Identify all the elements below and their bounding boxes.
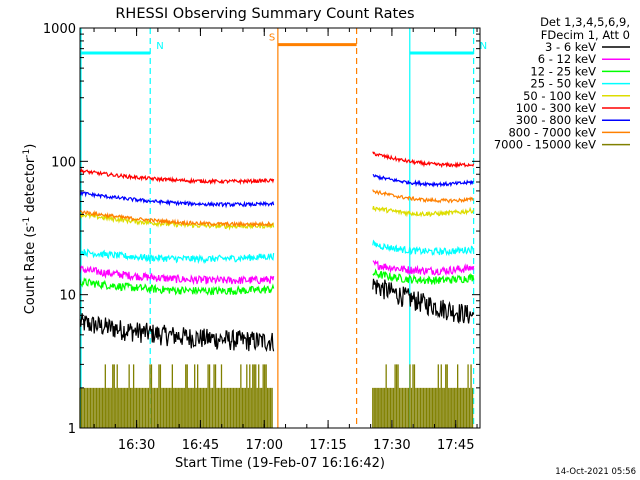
legend-label-100-300-kev: 100 - 300 keV bbox=[516, 101, 596, 115]
x-tick-label-2: 17:00 bbox=[246, 438, 283, 453]
legend-header-line-2: FDecim 1, Att 0 bbox=[541, 28, 630, 42]
series-3-6-kev-pre bbox=[79, 313, 275, 353]
y-axis-label-sup-1: -1 bbox=[22, 217, 32, 226]
series-6-12-kev-pre bbox=[79, 265, 275, 286]
series-300-800-kev-post bbox=[372, 173, 474, 188]
series-7000-15000-kev-segment-0 bbox=[79, 364, 273, 428]
series-12-25-kev-pre bbox=[79, 277, 275, 296]
x-tick-label-3: 17:15 bbox=[309, 438, 346, 453]
y-tick-label-1: 10 bbox=[59, 289, 76, 304]
series-100-300-kev-post bbox=[372, 151, 475, 169]
series-100-300-kev-pre bbox=[79, 167, 275, 186]
series-50-100-kev-post bbox=[372, 205, 475, 218]
annotation-label-s-2: S bbox=[269, 33, 275, 44]
annotation-label-n-1: N bbox=[480, 41, 487, 52]
y-tick-label-3: 1000 bbox=[43, 22, 76, 37]
x-tick-label-0: 16:30 bbox=[118, 438, 155, 453]
legend-label-7000-15000-kev: 7000 - 15000 keV bbox=[494, 138, 596, 152]
series-6-12-kev-post bbox=[372, 259, 475, 277]
y-axis-label-main: Count Rate (s bbox=[23, 226, 38, 315]
legend-label-3-6-kev: 3 - 6 keV bbox=[545, 40, 596, 54]
annotation-label-n-0: N bbox=[156, 41, 163, 52]
series-3-6-kev-post bbox=[372, 278, 475, 325]
series-300-800-kev-pre bbox=[79, 191, 275, 209]
series-25-50-kev-pre bbox=[79, 248, 275, 265]
footer-timestamp: 14-Oct-2021 05:56 bbox=[555, 467, 636, 477]
x-tick-label-1: 16:45 bbox=[182, 438, 219, 453]
y-axis-label-sup-2: -1 bbox=[22, 149, 32, 158]
y-tick-label-0: 1 bbox=[68, 422, 76, 437]
series-800-7000-kev-post bbox=[372, 189, 474, 204]
legend-label-300-800-kev: 300 - 800 keV bbox=[516, 113, 596, 127]
plot-frame bbox=[79, 27, 481, 429]
series-25-50-kev-post bbox=[372, 239, 475, 257]
legend-label-12-25-kev: 12 - 25 keV bbox=[530, 64, 596, 78]
legend-label-50-100-kev: 50 - 100 keV bbox=[523, 89, 596, 103]
y-axis-label-end: ) bbox=[23, 144, 38, 149]
legend: Det 1,3,4,5,6,9, FDecim 1, Att 0 3 - 6 k… bbox=[494, 15, 630, 152]
x-axis-label: Start Time (19-Feb-07 16:16:42) bbox=[175, 456, 385, 471]
y-axis-label: Count Rate (s-1 detector-1) bbox=[22, 144, 38, 315]
legend-label-800-7000-kev: 800 - 7000 keV bbox=[508, 125, 596, 139]
series-7000-15000-kev-segment-1 bbox=[372, 364, 474, 428]
y-tick-label-2: 100 bbox=[51, 155, 76, 170]
legend-label-6-12-kev: 6 - 12 keV bbox=[538, 52, 596, 66]
series-800-7000-kev-pre bbox=[79, 209, 274, 228]
chart-title: RHESSI Observing Summary Count Rates bbox=[115, 6, 414, 22]
x-tick-label-5: 17:45 bbox=[437, 438, 474, 453]
legend-label-25-50-kev: 25 - 50 keV bbox=[530, 77, 596, 91]
series-50-100-kev-pre bbox=[79, 212, 275, 231]
series-12-25-kev-post bbox=[372, 268, 475, 285]
y-axis-label-mid: detector bbox=[23, 157, 38, 217]
x-tick-label-4: 17:30 bbox=[373, 438, 410, 453]
legend-header-line-1: Det 1,3,4,5,6,9, bbox=[540, 15, 630, 29]
